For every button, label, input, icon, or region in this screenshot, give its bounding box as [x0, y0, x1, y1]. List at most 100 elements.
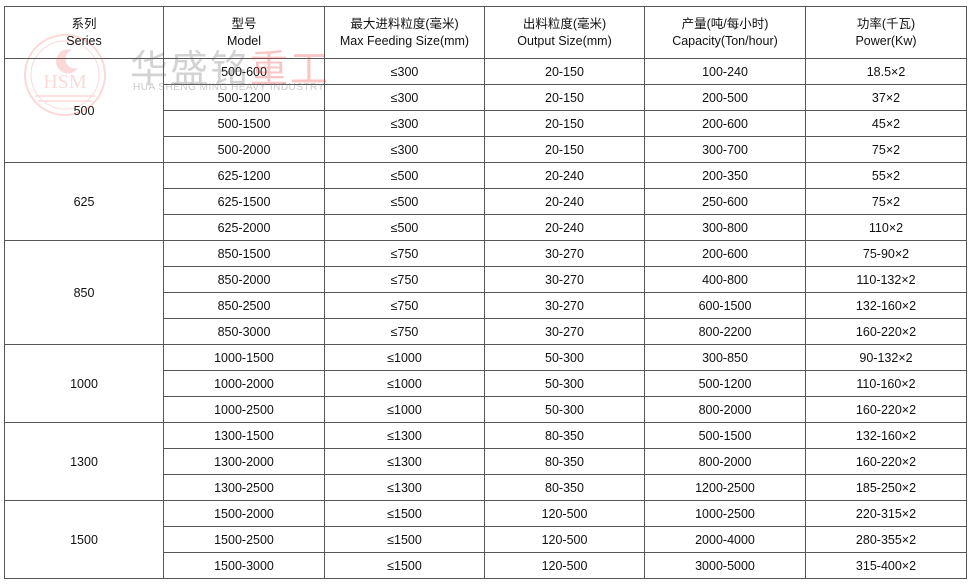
max-feed-cell: ≤300 [324, 84, 485, 111]
model-cell: 850-2000 [163, 266, 325, 293]
max-feed-cell: ≤500 [324, 188, 485, 215]
header-en: Series [66, 33, 102, 48]
model-cell: 850-3000 [163, 318, 325, 345]
table-row: 1000 1000-1500 ≤1000 50-300 300-850 90-132×2 [4, 344, 967, 423]
model-cell: 850-1500 [163, 240, 325, 267]
table-row: 850 850-1500 ≤750 30-270 200-600 75-90×2 [4, 240, 967, 345]
max-feed-cell: ≤750 [324, 266, 485, 293]
output-size-cell: 50-300 [484, 344, 645, 371]
power-cell: 75×2 [805, 188, 967, 215]
capacity-cell: 800-2000 [644, 396, 806, 423]
capacity-cell: 2000-4000 [644, 526, 806, 553]
max-feed-cell: ≤1000 [324, 396, 485, 423]
max-feed-cell: ≤500 [324, 214, 485, 241]
output-size-cell: 120-500 [484, 552, 645, 579]
header-en: Output Size(mm) [517, 33, 612, 48]
output-size-cell: 20-150 [484, 110, 645, 137]
power-cell: 185-250×2 [805, 474, 967, 501]
output-size-cell: 20-240 [484, 162, 645, 189]
power-cell: 55×2 [805, 162, 967, 189]
power-cell: 110×2 [805, 214, 967, 241]
capacity-cell: 200-600 [644, 110, 806, 137]
output-size-cell: 20-150 [484, 136, 645, 163]
capacity-cell: 1200-2500 [644, 474, 806, 501]
capacity-cell: 800-2200 [644, 318, 806, 345]
output-size-cell: 50-300 [484, 370, 645, 397]
max-feed-cell: ≤1500 [324, 500, 485, 527]
model-cell: 500-1500 [163, 110, 325, 137]
power-cell: 315-400×2 [805, 552, 967, 579]
power-cell: 37×2 [805, 84, 967, 111]
output-size-cell: 120-500 [484, 500, 645, 527]
power-cell: 45×2 [805, 110, 967, 137]
power-cell: 75×2 [805, 136, 967, 163]
power-cell: 110-160×2 [805, 370, 967, 397]
capacity-cell: 250-600 [644, 188, 806, 215]
max-feed-cell: ≤1300 [324, 474, 485, 501]
model-cell: 1000-2000 [163, 370, 325, 397]
capacity-cell: 800-2000 [644, 448, 806, 475]
max-feed-cell: ≤1000 [324, 344, 485, 371]
model-cell: 625-1200 [163, 162, 325, 189]
output-size-cell: 20-150 [484, 58, 645, 85]
table-row: 500 500-600 ≤300 20-150 100-240 18.5×2 [4, 58, 967, 163]
table-row: 1300-2000 ≤1300 80-350 800-2000 160-220×2 [5, 448, 967, 475]
specifications-table: 系列 Series 型号 Model 最大进料粒度(毫米) Max Feeding Siz… [4, 6, 967, 579]
table-row: 500-1500 ≤300 20-150 200-600 45×2 [5, 110, 967, 137]
capacity-cell: 200-500 [644, 84, 806, 111]
capacity-cell: 300-700 [644, 136, 806, 163]
power-cell: 132-160×2 [805, 422, 967, 449]
capacity-cell: 200-350 [644, 162, 806, 189]
capacity-cell: 1000-2500 [644, 500, 806, 527]
max-feed-cell: ≤300 [324, 136, 485, 163]
power-cell: 160-220×2 [805, 318, 967, 345]
column-header: 产量(吨/每小时) Capacity(Ton/hour) [644, 6, 806, 59]
header-cn: 最大进料粒度(毫米) [350, 16, 459, 31]
max-feed-cell: ≤750 [324, 240, 485, 267]
max-feed-cell: ≤750 [324, 292, 485, 319]
model-cell: 1300-2000 [163, 448, 325, 475]
max-feed-cell: ≤1300 [324, 448, 485, 475]
model-cell: 625-1500 [163, 188, 325, 215]
model-cell: 1500-2500 [163, 526, 325, 553]
capacity-cell: 200-600 [644, 240, 806, 267]
power-cell: 160-220×2 [805, 396, 967, 423]
series-cell: 1000 [4, 344, 164, 423]
table-row: 625-2000 ≤500 20-240 300-800 110×2 [5, 214, 967, 241]
power-cell: 90-132×2 [805, 344, 967, 371]
output-size-cell: 80-350 [484, 448, 645, 475]
output-size-cell: 20-150 [484, 84, 645, 111]
series-cell: 1500 [4, 500, 164, 579]
series-cell: 500 [4, 58, 164, 163]
capacity-cell: 500-1500 [644, 422, 806, 449]
header-en: Model [226, 33, 262, 48]
table-row: 1000-2000 ≤1000 50-300 500-1200 110-160×2 [5, 370, 967, 397]
table-row: 1500 1500-2000 ≤1500 120-500 1000-2500 220-31… [4, 500, 967, 579]
table-row: 625-1500 ≤500 20-240 250-600 75×2 [5, 188, 967, 215]
model-cell: 1000-1500 [163, 344, 325, 371]
max-feed-cell: ≤300 [324, 58, 485, 85]
capacity-cell: 500-1200 [644, 370, 806, 397]
max-feed-cell: ≤1300 [324, 422, 485, 449]
series-cell: 625 [4, 162, 164, 241]
column-header: 型号 Model [163, 6, 325, 59]
table-row: 500-2000 ≤300 20-150 300-700 75×2 [5, 136, 967, 163]
output-size-cell: 20-240 [484, 188, 645, 215]
table-row: 500-1200 ≤300 20-150 200-500 37×2 [5, 84, 967, 111]
header-en: Power(Kw) [855, 33, 917, 48]
max-feed-cell: ≤1000 [324, 370, 485, 397]
column-header: 出料粒度(毫米) Output Size(mm) [484, 6, 645, 59]
output-size-cell: 30-270 [484, 240, 645, 267]
header-cn: 型号 [231, 16, 257, 31]
header-cn: 系列 [71, 16, 97, 31]
table-row: 1500-2500 ≤1500 120-500 2000-4000 280-355×2 [5, 526, 967, 553]
model-cell: 1500-3000 [163, 552, 325, 579]
output-size-cell: 30-270 [484, 318, 645, 345]
output-size-cell: 80-350 [484, 474, 645, 501]
table-row: 1500-3000 ≤1500 120-500 3000-5000 315-400×2 [5, 552, 967, 579]
series-cell: 850 [4, 240, 164, 345]
model-cell: 500-2000 [163, 136, 325, 163]
output-size-cell: 30-270 [484, 292, 645, 319]
column-header: 最大进料粒度(毫米) Max Feeding Size(mm) [324, 6, 485, 59]
table-row: 1300 1300-1500 ≤1300 80-350 500-1500 132-160×… [4, 422, 967, 501]
